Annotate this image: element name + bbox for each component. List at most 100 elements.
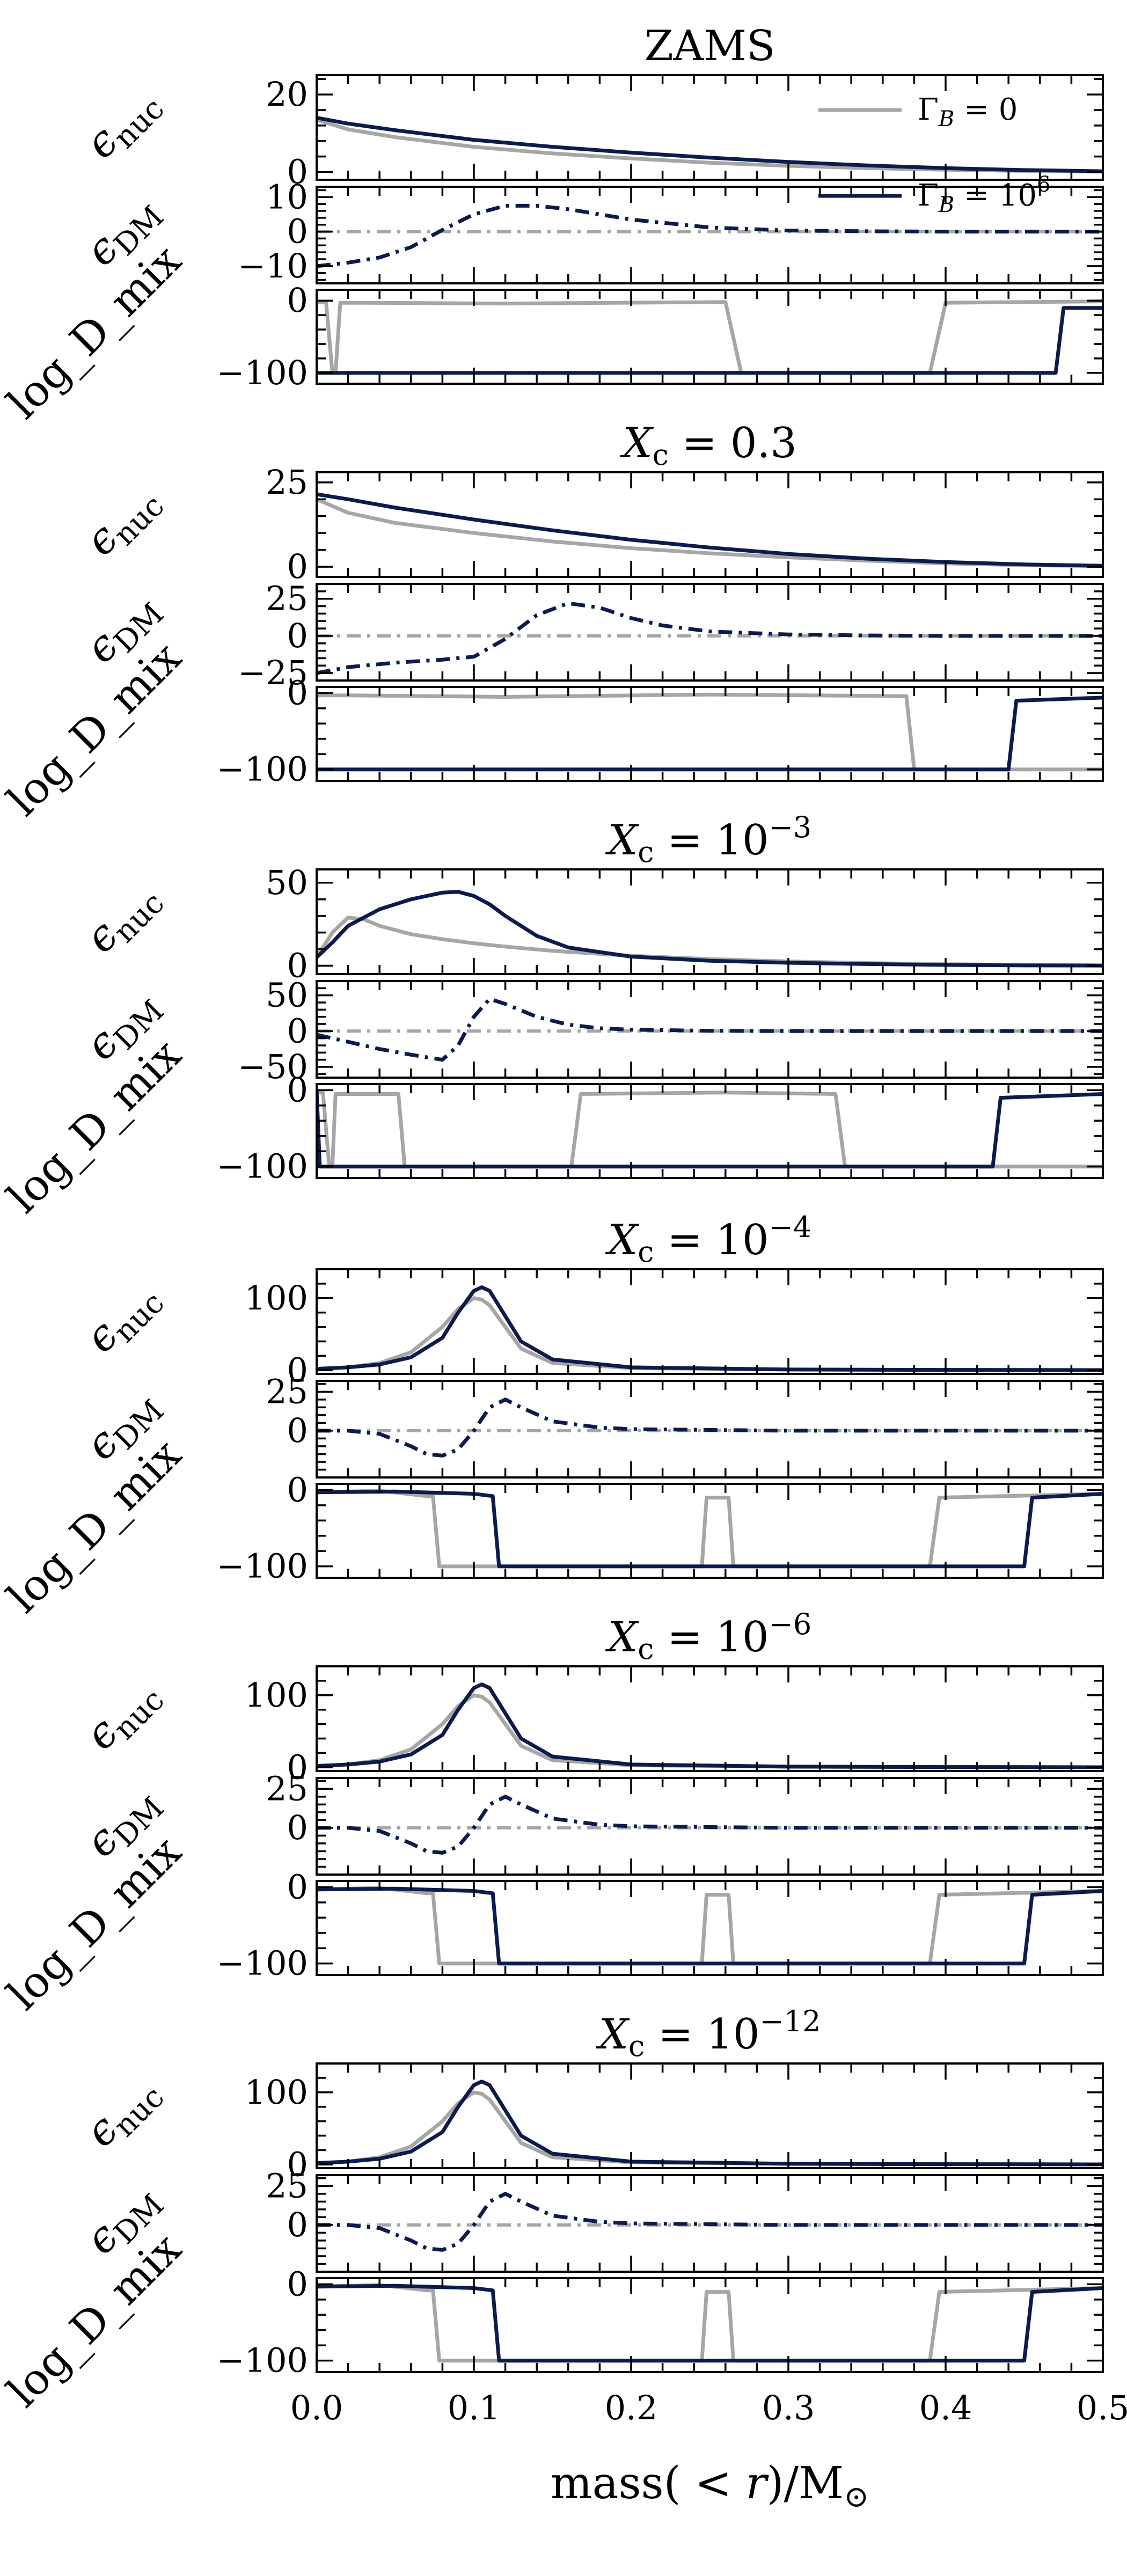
series-line-nuc-0 — [317, 1693, 1103, 1769]
series-line-mix-0 — [317, 1886, 1103, 1966]
panel-nuc: 0 100 ϵnuc — [75, 1665, 1104, 1787]
y-tick-label: 10 — [266, 177, 308, 216]
panel-frame — [316, 471, 1104, 578]
y-tick-label: 0 — [287, 1808, 308, 1847]
panel-nuc: 0 100 ϵnuc — [75, 2062, 1104, 2184]
series-line-dm-1 — [317, 1397, 1103, 1458]
series-line-nuc-0 — [317, 2090, 1103, 2167]
y-tick-label: 25 — [266, 1372, 308, 1411]
y-tick-label: −100 — [217, 2341, 308, 2380]
y-tick-label: −100 — [217, 353, 308, 392]
y-tick-label: 0 — [287, 1867, 308, 1906]
y-tick-label: −100 — [217, 1944, 308, 1983]
panel-frame — [316, 2277, 1104, 2373]
series-line-dm-1 — [317, 601, 1103, 675]
y-tick-label: 25 — [266, 1769, 308, 1808]
y-tick-label: −100 — [217, 750, 308, 789]
panel-frame — [316, 74, 1104, 181]
y-tick-label: 20 — [266, 75, 308, 114]
series-line-nuc-0 — [317, 1296, 1103, 1372]
x-axis-label: mass( < r)/M⊙ — [551, 2458, 869, 2514]
y-axis-label-mix: log_D_mix — [0, 632, 191, 825]
panel-nuc: 0 20 ϵnuc ΓB = 0 ΓB = 106 — [75, 74, 1104, 217]
series-line-mix-0 — [317, 1489, 1103, 1569]
y-axis-label-mix: log_D_mix — [0, 1029, 191, 1223]
panel-frame — [316, 1665, 1104, 1772]
y-tick-label: 25 — [266, 579, 308, 618]
series-line-nuc-1 — [317, 492, 1103, 568]
series-line-nuc-1 — [317, 115, 1103, 173]
y-tick-label: 0 — [287, 2145, 308, 2184]
legend: ΓB = 0 ΓB = 106 — [818, 92, 1051, 217]
y-axis-label-nuc: ϵnuc — [75, 474, 171, 569]
y-tick-label: 0 — [287, 212, 308, 251]
panel-frame — [316, 980, 1104, 1079]
x-tick-label: 0.4 — [919, 2388, 972, 2427]
panel-mix: −100 0 log_D_mix — [0, 1029, 1104, 1223]
y-tick-label: 0 — [287, 1070, 308, 1109]
series-line-nuc-0 — [317, 497, 1103, 568]
panel-title: ZAMS — [645, 22, 775, 70]
x-tick-label: 0.1 — [448, 2388, 501, 2427]
series-line-nuc-0 — [317, 916, 1103, 968]
panel-mix: −100 0 log_D_mix — [0, 1429, 1104, 1622]
series-line-dm-1 — [317, 1795, 1103, 1855]
x-tick-label: 0.2 — [605, 2388, 658, 2427]
y-tick-label: 0 — [287, 547, 308, 586]
panel-frame — [316, 2062, 1104, 2169]
y-tick-label: 0 — [287, 1011, 308, 1050]
panel-frame — [316, 1268, 1104, 1375]
panel-title: Xc = 0.3 — [619, 419, 797, 472]
y-tick-label: 0 — [287, 281, 308, 320]
y-tick-label: 0 — [287, 946, 308, 985]
series-line-mix-0 — [317, 692, 1103, 772]
panel-frame — [316, 1083, 1104, 1179]
y-tick-label: 0 — [287, 1747, 308, 1787]
panel-nuc: 0 100 ϵnuc — [75, 1268, 1104, 1389]
panel-mix: −100 0 log_D_mix — [0, 2223, 1104, 2417]
y-tick-label: 0 — [287, 2264, 308, 2303]
x-tick-label: 0.3 — [762, 2388, 815, 2427]
series-line-nuc-1 — [317, 2080, 1103, 2167]
series-line-mix-1 — [317, 1489, 1103, 1569]
panel-frame — [316, 2174, 1104, 2273]
y-tick-label: 100 — [245, 1278, 308, 1318]
y-axis-label-mix: log_D_mix — [0, 1429, 191, 1622]
panel-nuc: 0 25 ϵnuc — [75, 463, 1104, 586]
panel-nuc: 0 50 ϵnuc — [75, 863, 1104, 985]
panel-title: Xc = 10−6 — [605, 1607, 812, 1666]
y-tick-label: 0 — [287, 1411, 308, 1450]
y-tick-label: 50 — [266, 976, 308, 1015]
y-axis-label-mix: log_D_mix — [0, 1826, 191, 2019]
series-line-mix-1 — [317, 1090, 1103, 1169]
y-tick-label: 0 — [287, 1470, 308, 1509]
y-tick-label: 25 — [266, 2166, 308, 2205]
panel-frame — [316, 289, 1104, 385]
series-line-dm-1 — [317, 203, 1103, 268]
panel-mix: −100 0 log_D_mix — [0, 1826, 1104, 2019]
series-line-mix-1 — [317, 1886, 1103, 1966]
y-axis-label-nuc: ϵnuc — [75, 871, 171, 967]
series-line-nuc-1 — [317, 1682, 1103, 1769]
y-tick-label: 0 — [287, 2205, 308, 2244]
y-axis-label-mix: log_D_mix — [0, 235, 191, 428]
y-tick-label: 0 — [287, 616, 308, 655]
y-tick-label: 50 — [266, 863, 308, 902]
series-line-nuc-1 — [317, 890, 1103, 968]
panel-frame — [316, 1880, 1104, 1976]
series-line-mix-0 — [317, 2283, 1103, 2363]
series-line-dm-1 — [317, 997, 1103, 1062]
y-axis-label-nuc: ϵnuc — [75, 77, 171, 172]
y-axis-label-nuc: ϵnuc — [75, 1668, 171, 1763]
series-line-dm-1 — [317, 2192, 1103, 2252]
y-tick-label: 0 — [287, 673, 308, 712]
panel-frame — [316, 1483, 1104, 1579]
